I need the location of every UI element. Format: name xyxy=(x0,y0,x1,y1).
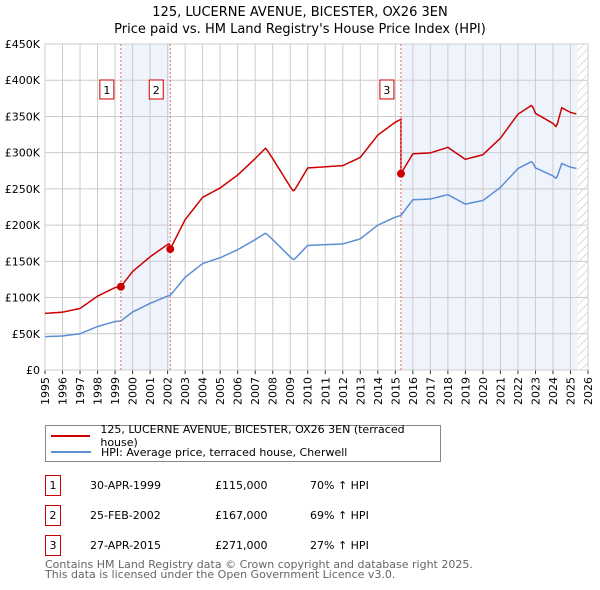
x-tick-label: 1999 xyxy=(109,377,122,405)
x-tick-label: 2006 xyxy=(232,377,245,405)
y-tick-label: £400K xyxy=(5,74,41,87)
x-tick-label: 2004 xyxy=(197,377,210,405)
sale-hpi-delta: 69% ↑ HPI xyxy=(310,509,369,522)
sale-marker-number: 2 xyxy=(45,505,61,526)
y-tick-label: £450K xyxy=(5,38,41,51)
x-tick-label: 2020 xyxy=(477,377,490,405)
x-tick-label: 2016 xyxy=(407,377,420,405)
y-tick-label: £250K xyxy=(5,183,41,196)
y-tick-label: £300K xyxy=(5,147,41,160)
x-tick-label: 2011 xyxy=(319,377,332,405)
sale-point xyxy=(116,282,125,291)
x-tick-label: 2013 xyxy=(354,377,367,405)
footer-line: This data is licensed under the Open Gov… xyxy=(45,568,396,581)
y-tick-label: £150K xyxy=(5,255,41,268)
sale-label: 3 xyxy=(383,84,390,97)
plot-border xyxy=(44,43,589,371)
title-line: 125, LUCERNE AVENUE, BICESTER, OX26 3EN xyxy=(152,5,448,20)
x-tick-label: 2000 xyxy=(127,377,140,405)
legend-label: HPI: Average price, terraced house, Cher… xyxy=(101,445,348,459)
sale-date: 30-APR-1999 xyxy=(90,479,162,492)
x-tick-label: 2003 xyxy=(179,377,192,405)
sale-date: 25-FEB-2002 xyxy=(90,509,161,522)
legend: 125, LUCERNE AVENUE, BICESTER, OX26 3EN … xyxy=(45,423,441,462)
x-tick-label: 2018 xyxy=(442,377,455,405)
sale-label: 2 xyxy=(153,84,160,97)
x-tick-label: 2010 xyxy=(302,377,315,405)
legend-swatch-property xyxy=(51,435,91,437)
footer-line: Contains HM Land Registry data © Crown c… xyxy=(45,558,473,571)
sale-marker-number: 1 xyxy=(45,475,61,496)
sale-point xyxy=(166,245,175,254)
sale-marker-number: 3 xyxy=(45,535,61,556)
y-tick-label: £0 xyxy=(26,364,40,377)
x-tick-label: 2012 xyxy=(337,377,350,405)
sale-price: £167,000 xyxy=(215,509,268,522)
sale-label: 1 xyxy=(103,84,110,97)
x-tick-label: 2002 xyxy=(162,377,175,405)
x-tick-label: 2014 xyxy=(372,377,385,405)
forecast-hatch xyxy=(577,44,588,370)
x-tick-label: 2021 xyxy=(494,377,507,405)
hpi-line xyxy=(44,160,577,338)
sale-label-box xyxy=(148,79,164,100)
shaded-period xyxy=(400,44,578,370)
legend-property: 125, LUCERNE AVENUE, BICESTER, OX26 3EN … xyxy=(51,423,440,449)
property-line xyxy=(44,104,577,315)
x-tick-label: 2024 xyxy=(547,377,560,405)
x-tick-label: 2008 xyxy=(267,377,280,405)
x-tick-label: 2005 xyxy=(214,377,227,405)
price-chart: 1995 1996 1997 1998 1999 2000 2001 2002 2003 2004… xyxy=(5,38,595,405)
sale-row: 3 27-APR-2015 £271,000 27% ↑ HPI xyxy=(45,535,445,557)
legend-label: 125, LUCERNE AVENUE, BICESTER, OX26 3EN … xyxy=(100,423,405,449)
x-tick-label: 2023 xyxy=(529,377,542,405)
x-tick-label: 1995 xyxy=(39,377,52,405)
y-tick-label: £200K xyxy=(5,219,41,232)
sale-date: 27-APR-2015 xyxy=(90,539,162,552)
sale-price: £271,000 xyxy=(215,539,268,552)
y-tick-label: £50K xyxy=(12,328,41,341)
sale-label-box xyxy=(379,79,395,100)
sale-hpi-delta: 27% ↑ HPI xyxy=(310,539,369,552)
sale-row: 2 25-FEB-2002 £167,000 69% ↑ HPI xyxy=(45,505,445,527)
footer: Contains HM Land Registry data © Crown c… xyxy=(45,558,473,581)
x-tick-label: 2025 xyxy=(564,377,577,405)
x-tick-label: 2009 xyxy=(284,377,297,405)
x-tick-label: 2022 xyxy=(512,377,525,405)
x-tick-label: 2017 xyxy=(424,377,437,405)
sale-row: 1 30-APR-1999 £115,000 70% ↑ HPI xyxy=(45,475,445,497)
x-tick-label: 2001 xyxy=(144,377,157,405)
sale-point xyxy=(396,169,405,178)
sale-hpi-delta: 70% ↑ HPI xyxy=(310,479,369,492)
legend-swatch-hpi xyxy=(51,451,91,453)
x-tick-label: 1996 xyxy=(57,377,70,405)
sale-label-box xyxy=(99,79,115,100)
x-tick-label: 2019 xyxy=(459,377,472,405)
x-tick-label: 2015 xyxy=(389,377,402,405)
x-tick-label: 1998 xyxy=(92,377,105,405)
x-tick-label: 2026 xyxy=(582,377,595,405)
x-tick-label: 1997 xyxy=(74,377,87,405)
chart-title: 125, LUCERNE AVENUE, BICESTER, OX26 3EN P… xyxy=(0,4,600,38)
legend-hpi: HPI: Average price, terraced house, Cher… xyxy=(51,445,347,459)
x-tick-label: 2007 xyxy=(249,377,262,405)
y-tick-label: £350K xyxy=(5,110,41,123)
sale-price: £115,000 xyxy=(215,479,268,492)
subtitle-line: Price paid vs. HM Land Registry's House … xyxy=(114,22,486,37)
y-tick-label: £100K xyxy=(5,292,41,305)
